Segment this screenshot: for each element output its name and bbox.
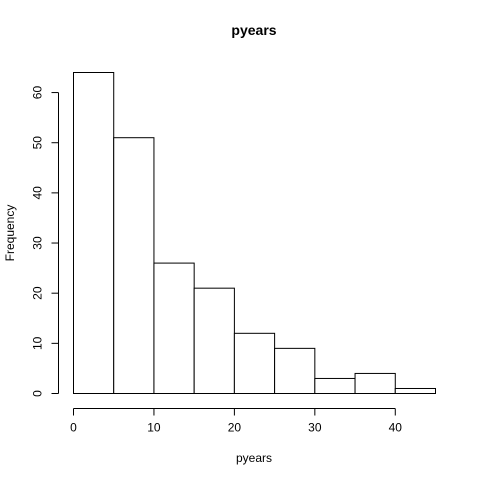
y-tick-label: 20 (31, 286, 45, 300)
y-tick-label: 40 (31, 186, 45, 200)
x-tick-label: 10 (147, 421, 161, 435)
chart-title: pyears (231, 22, 276, 38)
histogram-bar-5 (274, 347, 316, 394)
y-tick-label: 0 (31, 390, 45, 397)
y-axis-label: Frequency (3, 205, 17, 262)
histogram-bar-0 (73, 72, 115, 394)
histogram-bar-4 (233, 332, 276, 394)
x-tick-label: 30 (308, 421, 322, 435)
y-tick-label: 50 (31, 136, 45, 150)
x-tick-label: 40 (389, 421, 403, 435)
y-tick-label: 60 (31, 86, 45, 100)
histogram-bar-1 (113, 137, 155, 394)
histogram-bars (73, 72, 436, 394)
y-tick-label: 10 (31, 336, 45, 350)
y-axis: 0 10 20 30 40 50 60 (31, 86, 59, 397)
x-tick-label: 20 (228, 421, 242, 435)
x-tick-label: 0 (70, 421, 77, 435)
histogram-bar-3 (193, 287, 235, 394)
histogram-bar-6 (314, 377, 356, 394)
x-axis: 0 10 20 30 40 (70, 408, 403, 435)
y-tick-label: 30 (31, 236, 45, 250)
histogram-bar-8 (394, 387, 436, 394)
histogram-bar-7 (354, 372, 396, 394)
x-axis-label: pyears (236, 451, 272, 465)
histogram-bar-2 (153, 262, 195, 394)
